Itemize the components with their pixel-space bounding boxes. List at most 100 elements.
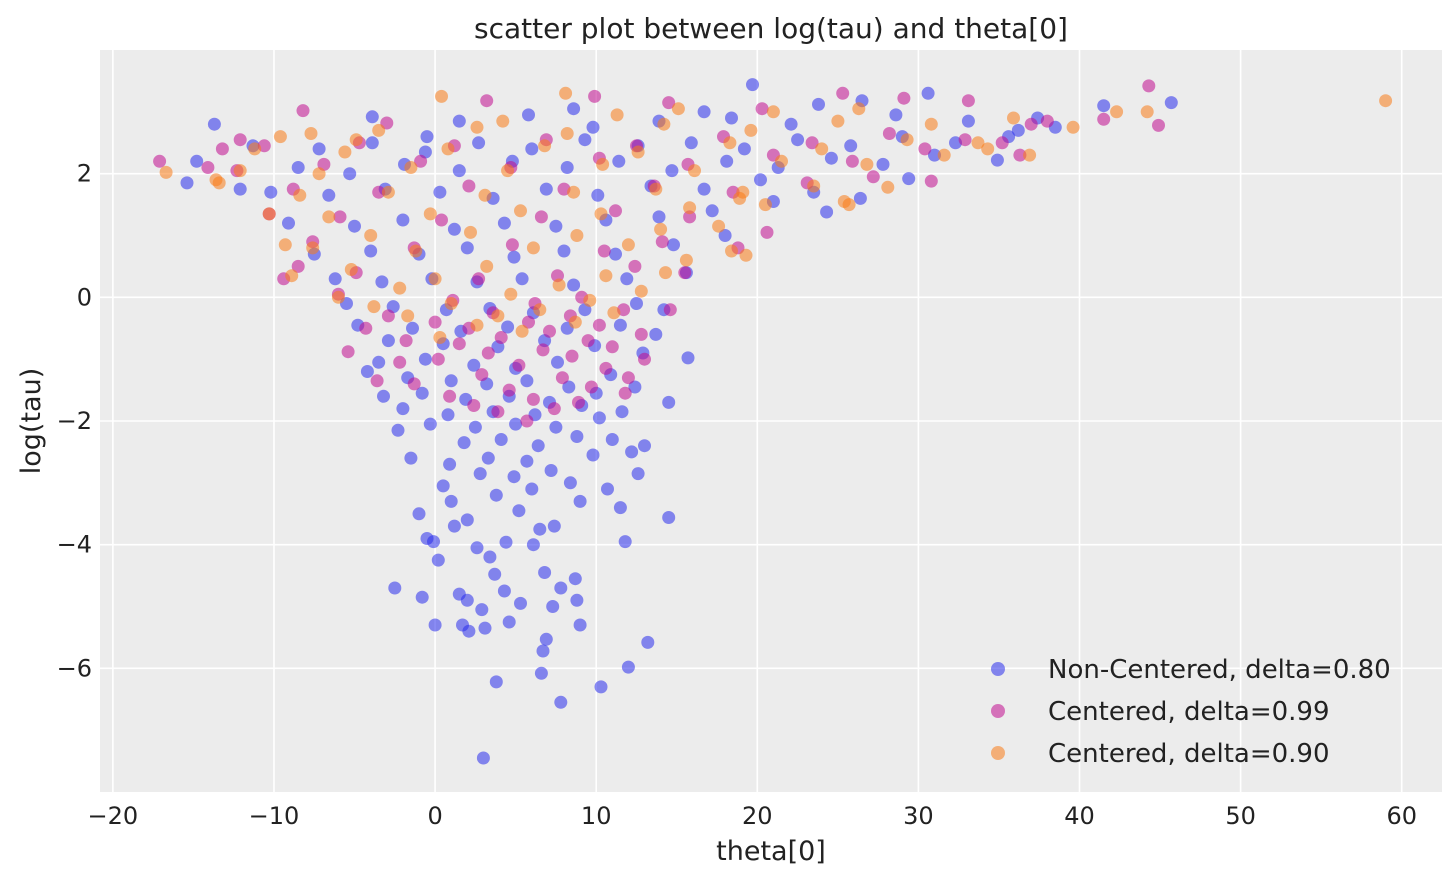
x-axis-label: theta[0] — [716, 836, 826, 867]
data-point — [720, 154, 734, 168]
data-point — [659, 266, 672, 280]
data-point — [881, 180, 895, 194]
data-point — [615, 405, 629, 419]
data-point — [338, 145, 352, 159]
data-point — [552, 278, 566, 292]
data-point — [663, 303, 677, 317]
data-point — [638, 439, 651, 453]
data-point — [755, 102, 769, 116]
data-point — [1379, 94, 1393, 108]
data-point — [961, 114, 975, 128]
data-point — [372, 185, 386, 199]
data-point — [365, 136, 379, 150]
data-point — [391, 423, 405, 437]
data-point — [538, 566, 552, 579]
data-point — [618, 386, 632, 400]
data-point — [559, 86, 573, 100]
data-point — [480, 94, 494, 108]
x-tick-label: 30 — [903, 802, 934, 830]
series-3 — [159, 86, 1393, 344]
data-point — [475, 603, 489, 617]
data-point — [1142, 79, 1156, 93]
data-point — [470, 541, 484, 555]
data-point — [613, 501, 627, 515]
data-point — [153, 154, 167, 168]
data-point — [456, 618, 469, 632]
data-point — [367, 300, 381, 314]
data-point — [681, 351, 695, 365]
data-point — [990, 153, 1004, 167]
data-point — [497, 216, 511, 230]
data-point — [433, 331, 447, 344]
data-point — [415, 386, 429, 400]
data-point — [180, 176, 194, 190]
data-point — [737, 142, 751, 156]
data-point — [607, 306, 621, 320]
data-point — [688, 164, 701, 178]
data-point — [807, 179, 821, 193]
data-point — [381, 309, 395, 323]
data-point — [522, 315, 535, 329]
data-point — [452, 164, 466, 178]
data-point — [331, 290, 345, 304]
data-point — [333, 210, 347, 224]
data-point — [460, 241, 474, 255]
data-point — [525, 482, 539, 496]
data-point — [452, 114, 466, 128]
data-point — [671, 102, 685, 116]
data-point — [515, 324, 529, 338]
x-tick-label: 60 — [1386, 802, 1417, 830]
data-point — [683, 201, 697, 215]
data-point — [396, 213, 410, 227]
data-point — [667, 238, 680, 252]
data-point — [502, 615, 516, 629]
data-point — [649, 182, 663, 196]
data-point — [520, 414, 534, 428]
data-point — [381, 185, 395, 199]
data-point — [784, 117, 798, 131]
data-point — [961, 94, 975, 108]
data-point — [581, 334, 595, 348]
data-point — [718, 229, 732, 242]
data-point — [504, 287, 518, 301]
y-axis-label: log(tau) — [16, 368, 47, 474]
data-point — [212, 176, 226, 190]
data-point — [570, 229, 584, 242]
data-point — [468, 420, 482, 434]
legend-label: Non-Centered, delta=0.80 — [1048, 655, 1391, 685]
data-point — [758, 198, 772, 212]
data-point — [343, 167, 357, 181]
data-point — [605, 433, 619, 446]
data-point — [520, 454, 534, 468]
data-point — [866, 170, 880, 184]
data-point — [472, 136, 486, 150]
data-point — [812, 97, 825, 111]
data-point — [533, 522, 547, 536]
data-point — [415, 590, 429, 604]
data-point — [312, 142, 326, 156]
x-tick-label: 10 — [581, 802, 612, 830]
data-point — [285, 269, 299, 283]
data-point — [641, 635, 655, 649]
data-point — [1040, 114, 1054, 128]
y-tick-label: −4 — [57, 531, 92, 559]
data-point — [364, 244, 378, 258]
data-point — [512, 358, 526, 372]
data-point — [467, 358, 481, 372]
data-point — [296, 104, 310, 118]
data-point — [509, 417, 523, 431]
data-point — [396, 402, 410, 416]
legend-label: Centered, delta=0.99 — [1048, 697, 1330, 727]
data-point — [592, 318, 606, 332]
data-point — [444, 297, 458, 310]
data-point — [621, 371, 635, 385]
data-point — [733, 191, 747, 205]
data-point — [460, 513, 474, 527]
data-point — [560, 127, 574, 140]
data-point — [902, 172, 916, 186]
data-point — [697, 182, 711, 196]
data-point — [563, 476, 577, 490]
data-point — [547, 402, 561, 416]
data-point — [754, 173, 767, 187]
